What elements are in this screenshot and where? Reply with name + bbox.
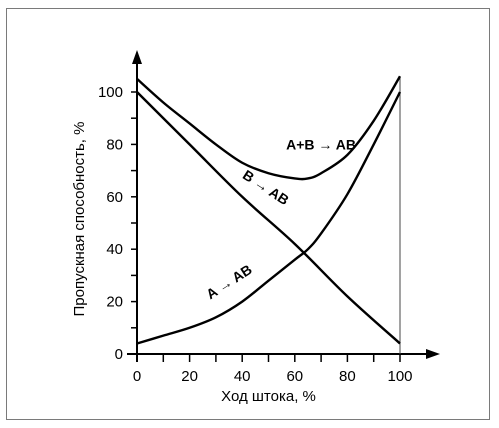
- y-axis-title: Пропускная способность, %: [71, 122, 88, 317]
- x-tick-label: 20: [181, 368, 198, 385]
- y-tick-label: 100: [98, 84, 123, 101]
- series-line-2: [136, 91, 401, 345]
- x-axis-arrow: [426, 349, 440, 359]
- y-axis-arrow: [132, 50, 142, 64]
- curve-label-1: A+B → AB: [286, 137, 356, 153]
- y-tick-label: 60: [106, 189, 123, 206]
- x-tick-label: 60: [286, 368, 303, 385]
- y-tick-label: 80: [106, 136, 123, 153]
- series-line-3: [136, 91, 402, 345]
- x-tick-label: 100: [387, 368, 412, 385]
- y-tick-label: 20: [106, 294, 123, 311]
- series-line-1: [136, 75, 402, 181]
- y-tick-label: 40: [106, 241, 123, 258]
- curve-label-3: A → AB: [203, 261, 255, 302]
- x-axis-title: Ход штока, %: [221, 388, 316, 405]
- y-tick-label: 0: [115, 346, 123, 363]
- chart-frame: [6, 8, 490, 420]
- x-tick-label: 40: [234, 368, 251, 385]
- x-tick-label: 80: [339, 368, 356, 385]
- x-tick-label: 0: [133, 368, 141, 385]
